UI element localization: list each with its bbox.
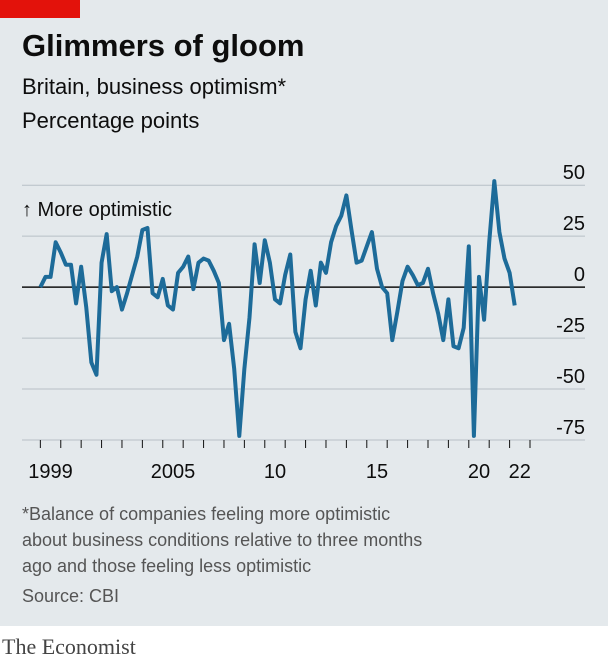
y-tick-label: -50 [556, 366, 585, 388]
footnote: about business conditions relative to th… [22, 530, 422, 550]
footnote: ago and those feeling less optimistic [22, 556, 311, 576]
y-tick-label: 0 [574, 264, 585, 286]
y-tick-label: 50 [563, 162, 585, 184]
unit-label: Percentage points [22, 108, 199, 133]
x-tick-label: 10 [264, 461, 286, 483]
red-tab [0, 0, 80, 18]
chart-title: Glimmers of gloom [22, 28, 304, 63]
y-tick-label: -75 [556, 417, 585, 439]
x-tick-label: 22 [509, 461, 531, 483]
chart-subtitle: Britain, business optimism* [22, 74, 287, 99]
annotation: ↑ More optimistic [22, 199, 172, 221]
y-tick-label: -25 [556, 315, 585, 337]
source: Source: CBI [22, 586, 119, 606]
x-tick-label: 15 [366, 461, 388, 483]
y-tick-label: 25 [563, 213, 585, 235]
brand: The Economist [2, 634, 136, 659]
footnote: *Balance of companies feeling more optim… [22, 504, 390, 524]
x-tick-label: 20 [468, 461, 490, 483]
x-tick-label: 1999 [28, 461, 73, 483]
data-line [38, 179, 517, 438]
x-tick-label: 2005 [151, 461, 196, 483]
